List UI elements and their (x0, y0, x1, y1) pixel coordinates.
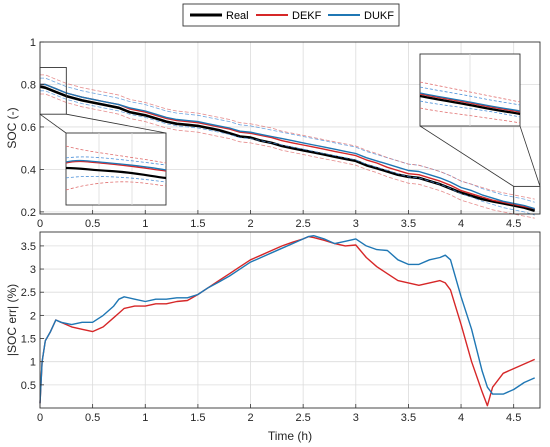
error-y-tick-label: 3 (30, 264, 36, 276)
soc-axes-frame (39, 41, 541, 215)
inset-start-curve (65, 160, 167, 172)
soc-y-tick-label: 0.8 (21, 79, 36, 91)
inset-end-curve (419, 94, 521, 116)
zoom-connector (419, 125, 514, 187)
soc-y-tick-label: 0.2 (21, 207, 36, 219)
soc-x-tick-label: 4 (458, 218, 464, 230)
error-x-tick-label: 2 (247, 412, 253, 424)
inset-end-curve (419, 107, 521, 124)
soc-x-tick-label: 3 (353, 218, 359, 230)
error-y-tick-label: 2.5 (21, 287, 36, 299)
soc-x-tick-label: 0 (37, 218, 43, 230)
soc-confidence-bound (40, 74, 535, 200)
error-y-axis-label: |SOC err| (%) (5, 284, 19, 356)
error-x-ticks: 0 0.5 1 1.5 2 2.5 3 3.5 4 4.5 (37, 404, 521, 424)
error-y-ticks: 0.5 1 1.5 2 2.5 3 3.5 (21, 241, 44, 392)
soc-x-tick-label: 4.5 (506, 218, 521, 230)
soc-y-tick-label: 0.4 (21, 164, 36, 176)
soc-x-tick-label: 1.5 (190, 218, 205, 230)
inset-end-curve (419, 93, 521, 113)
error-y-tick-label: 1.5 (21, 334, 36, 346)
soc-x-tick-label: 2.5 (296, 218, 311, 230)
soc-series-dekf (40, 83, 535, 210)
inset-start-curve (65, 166, 167, 180)
soc-confidence-bound (40, 93, 535, 219)
zoom-connector (519, 125, 541, 187)
soc-x-tick-label: 2 (247, 218, 253, 230)
soc-panel: 0 0.5 1 1.5 2 2.5 3 3.5 4 4.5 0.2 0.4 0.6 0.8 1 SOC (… (5, 37, 541, 230)
error-x-tick-label: 0 (37, 412, 43, 424)
soc-x-ticks: 0 0.5 1 1.5 2 2.5 3 3.5 4 4.5 (37, 210, 521, 230)
error-y-tick-label: 2 (30, 310, 36, 322)
zoom-connector (39, 113, 67, 134)
soc-error-panel: 0 0.5 1 1.5 2 2.5 3 3.5 4 4.5 0.5 1 1.5 2 2.5 3 3.5 |SO… (5, 231, 541, 443)
soc-y-tick-label: 1 (30, 37, 36, 49)
error-y-tick-label: 0.5 (21, 380, 36, 392)
zoom-region-end (513, 185, 541, 215)
error-y-tick-label: 3.5 (21, 241, 36, 253)
inset-end-curve (419, 92, 521, 112)
legend-label-dekf: DEKF (292, 10, 322, 22)
error-x-tick-label: 4.5 (506, 412, 521, 424)
soc-x-tick-label: 3.5 (401, 218, 416, 230)
error-y-tick-label: 1 (30, 357, 36, 369)
x-axis-label: Time (h) (268, 429, 312, 443)
inset-end-curve (419, 100, 521, 118)
legend-label-real: Real (226, 10, 249, 22)
error-x-tick-label: 3 (353, 412, 359, 424)
error-series-dukf (39, 234, 535, 404)
soc-x-tick-label: 0.5 (85, 218, 100, 230)
error-x-tick-label: 1.5 (190, 412, 205, 424)
inset-start-curve (65, 175, 167, 183)
inset-start-curve (65, 145, 167, 164)
inset-start-curve (65, 156, 167, 166)
error-axes-frame (39, 231, 541, 409)
soc-lines (39, 74, 536, 219)
legend-box (182, 3, 400, 27)
inset-start-curve (65, 181, 167, 191)
error-x-tick-label: 0.5 (85, 412, 100, 424)
zoom-connector (66, 113, 167, 134)
inset-end-curve (419, 81, 521, 103)
error-x-tick-label: 3.5 (401, 412, 416, 424)
soc-y-tick-label: 0.6 (21, 122, 36, 134)
soc-inset-lines (39, 53, 541, 215)
inset-end-curve (419, 86, 521, 106)
soc-confidence-bound (40, 90, 535, 216)
error-x-tick-label: 4 (458, 412, 464, 424)
error-x-tick-label: 1 (142, 412, 148, 424)
error-series-dekf (39, 235, 535, 407)
error-lines (39, 234, 535, 407)
soc-x-tick-label: 1 (142, 218, 148, 230)
error-grid (39, 232, 540, 408)
soc-y-axis-label: SOC (-) (5, 107, 19, 148)
soc-y-ticks: 0.2 0.4 0.6 0.8 1 (21, 37, 44, 219)
legend-label-dukf: DUKF (364, 10, 394, 22)
error-x-tick-label: 2.5 (296, 412, 311, 424)
inset-start-curve (65, 159, 167, 171)
legend: Real DEKF DUKF (182, 3, 400, 27)
soc-series-dukf (40, 83, 535, 210)
